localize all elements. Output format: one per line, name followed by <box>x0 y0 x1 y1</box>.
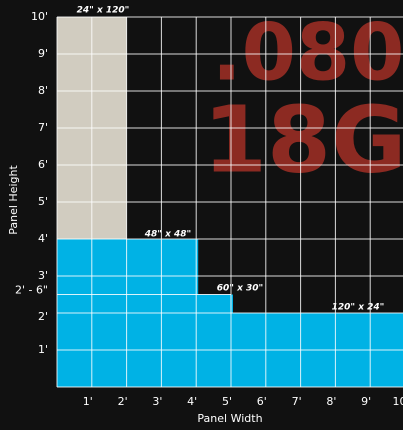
panel-label: 48" x 48" <box>144 230 192 240</box>
x-tick-label: 9' <box>361 395 371 408</box>
x-axis-title: Panel Width <box>197 412 262 425</box>
y-tick-label: 10' <box>31 10 48 23</box>
x-tick-label: 1' <box>83 395 93 408</box>
x-tick-label: 8' <box>326 395 336 408</box>
y-tick-label: 4' <box>38 232 48 245</box>
y-tick-label: 3' <box>38 269 48 282</box>
y-tick-label: 2' <box>38 310 48 323</box>
panel-label: 120" x 24" <box>332 303 385 313</box>
x-tick-label: 4' <box>187 395 197 408</box>
x-tick-label: 7' <box>292 395 302 408</box>
y-tick-label: 8' <box>38 84 48 97</box>
y-tick-label: 1' <box>38 343 48 356</box>
gauge: .080" <box>212 8 403 98</box>
y-tick-label: 2' - 6" <box>15 284 48 297</box>
y-tick-label: 7' <box>38 121 48 134</box>
gauge-name: 18GA <box>203 86 403 193</box>
x-tick-label: 3' <box>152 395 162 408</box>
grid <box>56 16 403 388</box>
x-tick-label: 5' <box>222 395 232 408</box>
x-tick-label: 2' <box>118 395 128 408</box>
x-tick-label: 10' <box>392 395 403 408</box>
panel-label: 24" x 120" <box>77 6 130 16</box>
y-tick-label: 6' <box>38 158 48 171</box>
y-axis-title: Panel Height <box>7 165 20 235</box>
y-tick-label: 5' <box>38 195 48 208</box>
panel-label: 60" x 30" <box>217 284 264 294</box>
y-tick-label: 9' <box>38 47 48 60</box>
x-tick-label: 6' <box>257 395 267 408</box>
labels: 24" x 120" 48" x 48" 60" x 30" 120" x 24" 1'… <box>15 6 403 409</box>
